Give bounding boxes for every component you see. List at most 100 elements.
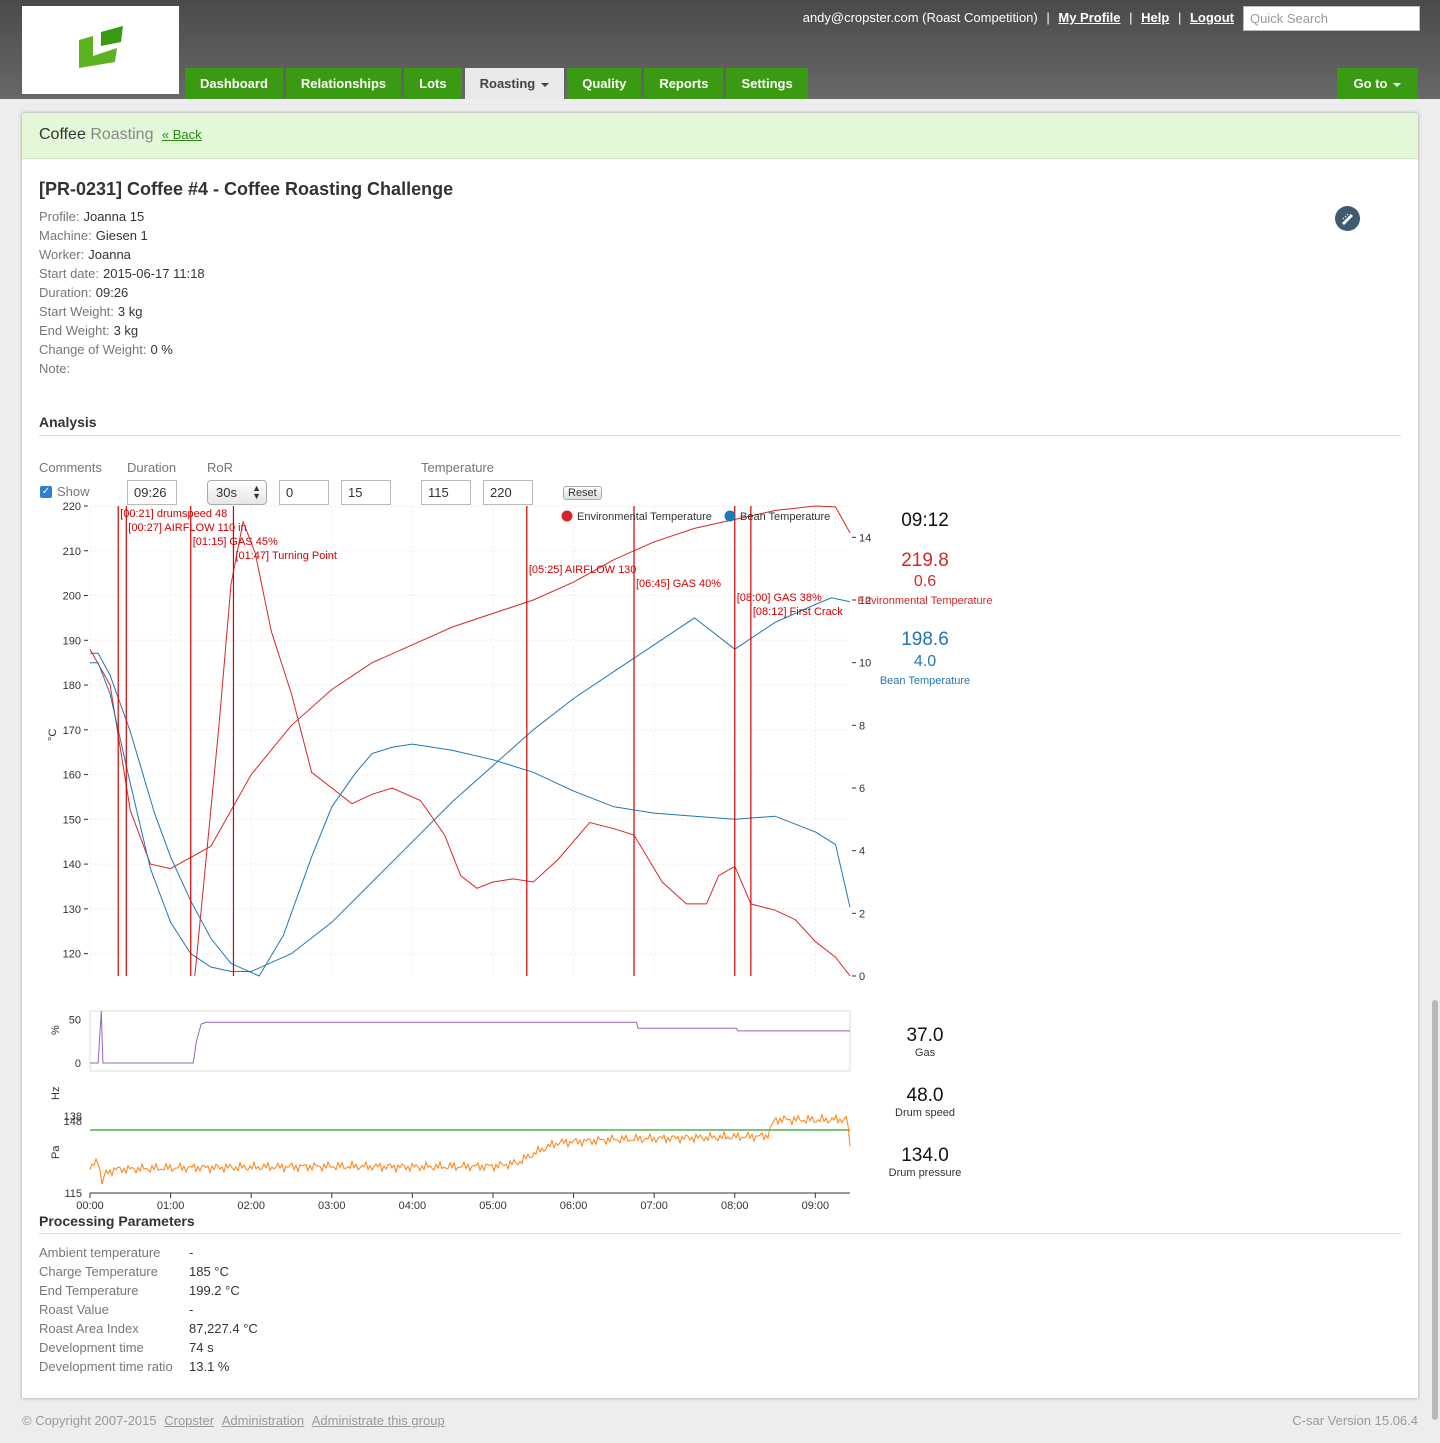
breadcrumb-sub: Roasting <box>90 126 154 143</box>
divider <box>39 1233 1401 1234</box>
gas-tick-label: 50 <box>69 1015 81 1027</box>
roast-meta: Profile: Joanna 15 Machine: Giesen 1 Worke… <box>39 207 205 378</box>
readout-drum-pressure: 134.0 <box>901 1145 949 1166</box>
reset-button[interactable]: Reset <box>563 486 602 500</box>
param-value: 199.2 °C <box>189 1283 240 1298</box>
y-tick-label: 180 <box>63 680 81 692</box>
duration-input[interactable] <box>127 480 177 505</box>
readout-env-temp: 219.8 <box>901 550 949 571</box>
quick-search-input[interactable] <box>1243 6 1420 31</box>
footer: © Copyright 2007-2015 Cropster Administr… <box>22 1413 445 1428</box>
legend-swatch-bean[interactable] <box>724 510 736 522</box>
tab-settings[interactable]: Settings <box>726 68 808 99</box>
user-account: andy@cropster.com (Roast Competition) <box>802 10 1038 25</box>
scrollbar-thumb[interactable] <box>1432 1000 1438 1420</box>
ror-max-input[interactable] <box>341 480 391 505</box>
x-tick-label: 06:00 <box>560 1200 588 1212</box>
meta-value: 0 % <box>150 342 173 357</box>
x-tick-label: 02:00 <box>237 1200 265 1212</box>
analysis-heading: Analysis <box>39 414 97 430</box>
comment-label: [01:15] GAS 45% <box>193 536 278 548</box>
roast-charts: 120 130 140 150 160 170 180 190 200 210 220 0 2 4 6 8 10… <box>22 113 1418 1398</box>
temp-max-input[interactable] <box>483 480 533 505</box>
param-row: End Temperature 199.2 °C <box>39 1281 258 1300</box>
y2-tick-label: 14 <box>859 532 871 544</box>
param-value: 13.1 % <box>189 1359 230 1374</box>
param-key: Charge Temperature <box>39 1264 158 1279</box>
y-tick-label: 210 <box>63 546 81 558</box>
stepper-arrows-icon: ▲ ▼ <box>252 483 261 501</box>
caret-down-icon <box>541 82 550 87</box>
tab-quality[interactable]: Quality <box>567 68 642 99</box>
tab-reports[interactable]: Reports <box>644 68 724 99</box>
meta-value: 3 kg <box>113 323 139 338</box>
cropster-link[interactable]: Cropster <box>164 1413 215 1428</box>
param-value: 87,227.4 °C <box>189 1321 258 1336</box>
readout-gas: 37.0 <box>907 1025 944 1046</box>
logout-link[interactable]: Logout <box>1189 10 1234 25</box>
x-tick-label: 08:00 <box>721 1200 749 1212</box>
param-key: Roast Area Index <box>39 1321 139 1336</box>
meta-row: End Weight: 3 kg <box>39 321 205 340</box>
gas-line <box>90 1010 850 1064</box>
param-value: - <box>189 1302 194 1317</box>
caret-down-icon <box>1393 82 1402 87</box>
x-tick-label: 00:00 <box>76 1200 104 1212</box>
roast-chart-svg[interactable]: 1201301401501601701801902002102200246810… <box>22 113 1418 1223</box>
env-ror-line <box>194 519 851 977</box>
temperature-label: Temperature <box>421 460 494 475</box>
back-link[interactable]: « Back <box>161 127 202 142</box>
param-key: Ambient temperature <box>39 1245 161 1260</box>
goto-menu-button[interactable]: Go to <box>1337 68 1418 99</box>
meta-row: Note: <box>39 359 205 378</box>
meta-row: Duration: 09:26 <box>39 283 205 302</box>
processing-heading: Processing Parameters <box>39 1213 195 1229</box>
y2-tick-label: 10 <box>859 658 871 670</box>
ror-min-input[interactable] <box>279 480 329 505</box>
my-profile-link[interactable]: My Profile <box>1058 10 1121 25</box>
meta-key: Machine: <box>39 228 92 243</box>
readout-gas-label: Gas <box>915 1047 936 1059</box>
y-tick-label: 170 <box>63 725 81 737</box>
help-link[interactable]: Help <box>1141 10 1170 25</box>
tab-roasting[interactable]: Roasting <box>464 68 565 99</box>
readout-drum-speed-label: Drum speed <box>895 1107 955 1119</box>
tab-relationships[interactable]: Relationships <box>285 68 402 99</box>
param-key: Roast Value <box>39 1302 109 1317</box>
y2-tick-label: 12 <box>859 595 871 607</box>
gas-axis-label: % <box>50 1025 62 1035</box>
readout-bean-ror: 4.0 <box>914 653 936 670</box>
comment-label: [00:27] AIRFLOW 110 in <box>128 522 246 534</box>
tab-lots[interactable]: Lots <box>404 68 462 99</box>
thermometer-icon[interactable] <box>1335 206 1360 231</box>
comment-label: [06:45] GAS 40% <box>636 578 721 590</box>
param-key: End Temperature <box>39 1283 139 1298</box>
leaf-logo-icon <box>79 26 123 68</box>
administrate-group-link[interactable]: Administrate this group <box>311 1413 445 1428</box>
comments-label: Comments <box>39 460 102 475</box>
legend-swatch-env[interactable] <box>561 510 573 522</box>
readout-env-label: Environmental Temperature <box>858 595 993 607</box>
divider <box>39 435 1401 436</box>
cropster-logo[interactable] <box>22 6 179 94</box>
temp-min-input[interactable] <box>421 480 471 505</box>
gas-tick-label: 0 <box>75 1058 81 1070</box>
readout-time: 09:12 <box>901 510 949 531</box>
show-comments-checkbox[interactable]: ✓ <box>40 486 52 498</box>
y2-tick-label: 0 <box>859 971 865 983</box>
tab-roasting-label: Roasting <box>479 76 536 91</box>
meta-value: 3 kg <box>117 304 143 319</box>
param-row: Roast Area Index 87,227.4 °C <box>39 1319 258 1338</box>
bean-ror-line <box>90 652 851 977</box>
readout-bean-temp: 198.6 <box>901 629 949 650</box>
administration-link[interactable]: Administration <box>221 1413 305 1428</box>
duration-label: Duration <box>127 460 177 475</box>
y-tick-label: 150 <box>63 814 81 826</box>
top-bar: andy@cropster.com (Roast Competition) | … <box>0 0 1440 99</box>
tab-dashboard[interactable]: Dashboard <box>185 68 283 99</box>
y2-tick-label: 8 <box>859 720 865 732</box>
goto-label: Go to <box>1353 76 1388 91</box>
ror-select[interactable]: 30s ▲ ▼ <box>207 480 267 505</box>
meta-key: Profile: <box>39 209 80 224</box>
drum-speed-axis-label: Hz <box>50 1087 62 1100</box>
